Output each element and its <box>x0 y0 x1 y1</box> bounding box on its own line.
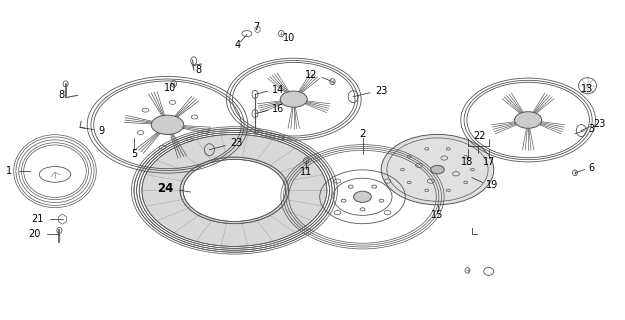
Text: 8: 8 <box>58 90 64 100</box>
Text: 15: 15 <box>431 210 444 220</box>
Ellipse shape <box>514 112 542 128</box>
Text: 17: 17 <box>482 156 495 167</box>
Text: 23: 23 <box>594 119 606 129</box>
Text: 11: 11 <box>300 167 312 177</box>
Text: 19: 19 <box>486 180 499 190</box>
Text: 6: 6 <box>589 163 595 173</box>
Text: 20: 20 <box>28 228 41 239</box>
Ellipse shape <box>354 191 371 202</box>
Text: 3: 3 <box>589 124 595 134</box>
Text: 10: 10 <box>164 83 176 93</box>
Text: 23: 23 <box>375 86 388 96</box>
Text: 23: 23 <box>230 138 242 148</box>
Text: 7: 7 <box>253 22 259 32</box>
Text: 2: 2 <box>359 129 366 140</box>
Text: 13: 13 <box>581 84 594 94</box>
Ellipse shape <box>431 165 444 174</box>
Text: 4: 4 <box>234 40 241 50</box>
Text: 24: 24 <box>158 182 174 195</box>
Text: 1: 1 <box>6 166 12 176</box>
Text: 8: 8 <box>196 65 202 75</box>
Ellipse shape <box>151 115 184 134</box>
Text: 12: 12 <box>305 70 318 80</box>
Text: 21: 21 <box>31 214 44 224</box>
Ellipse shape <box>381 134 494 205</box>
Text: 22: 22 <box>474 131 486 141</box>
Text: 16: 16 <box>272 104 284 114</box>
Text: 10: 10 <box>282 33 295 43</box>
Text: 9: 9 <box>99 125 105 136</box>
Text: 18: 18 <box>461 156 474 167</box>
Ellipse shape <box>183 159 286 221</box>
Ellipse shape <box>142 134 327 246</box>
Ellipse shape <box>280 91 308 107</box>
Text: 5: 5 <box>131 149 138 159</box>
Text: 14: 14 <box>272 84 284 95</box>
